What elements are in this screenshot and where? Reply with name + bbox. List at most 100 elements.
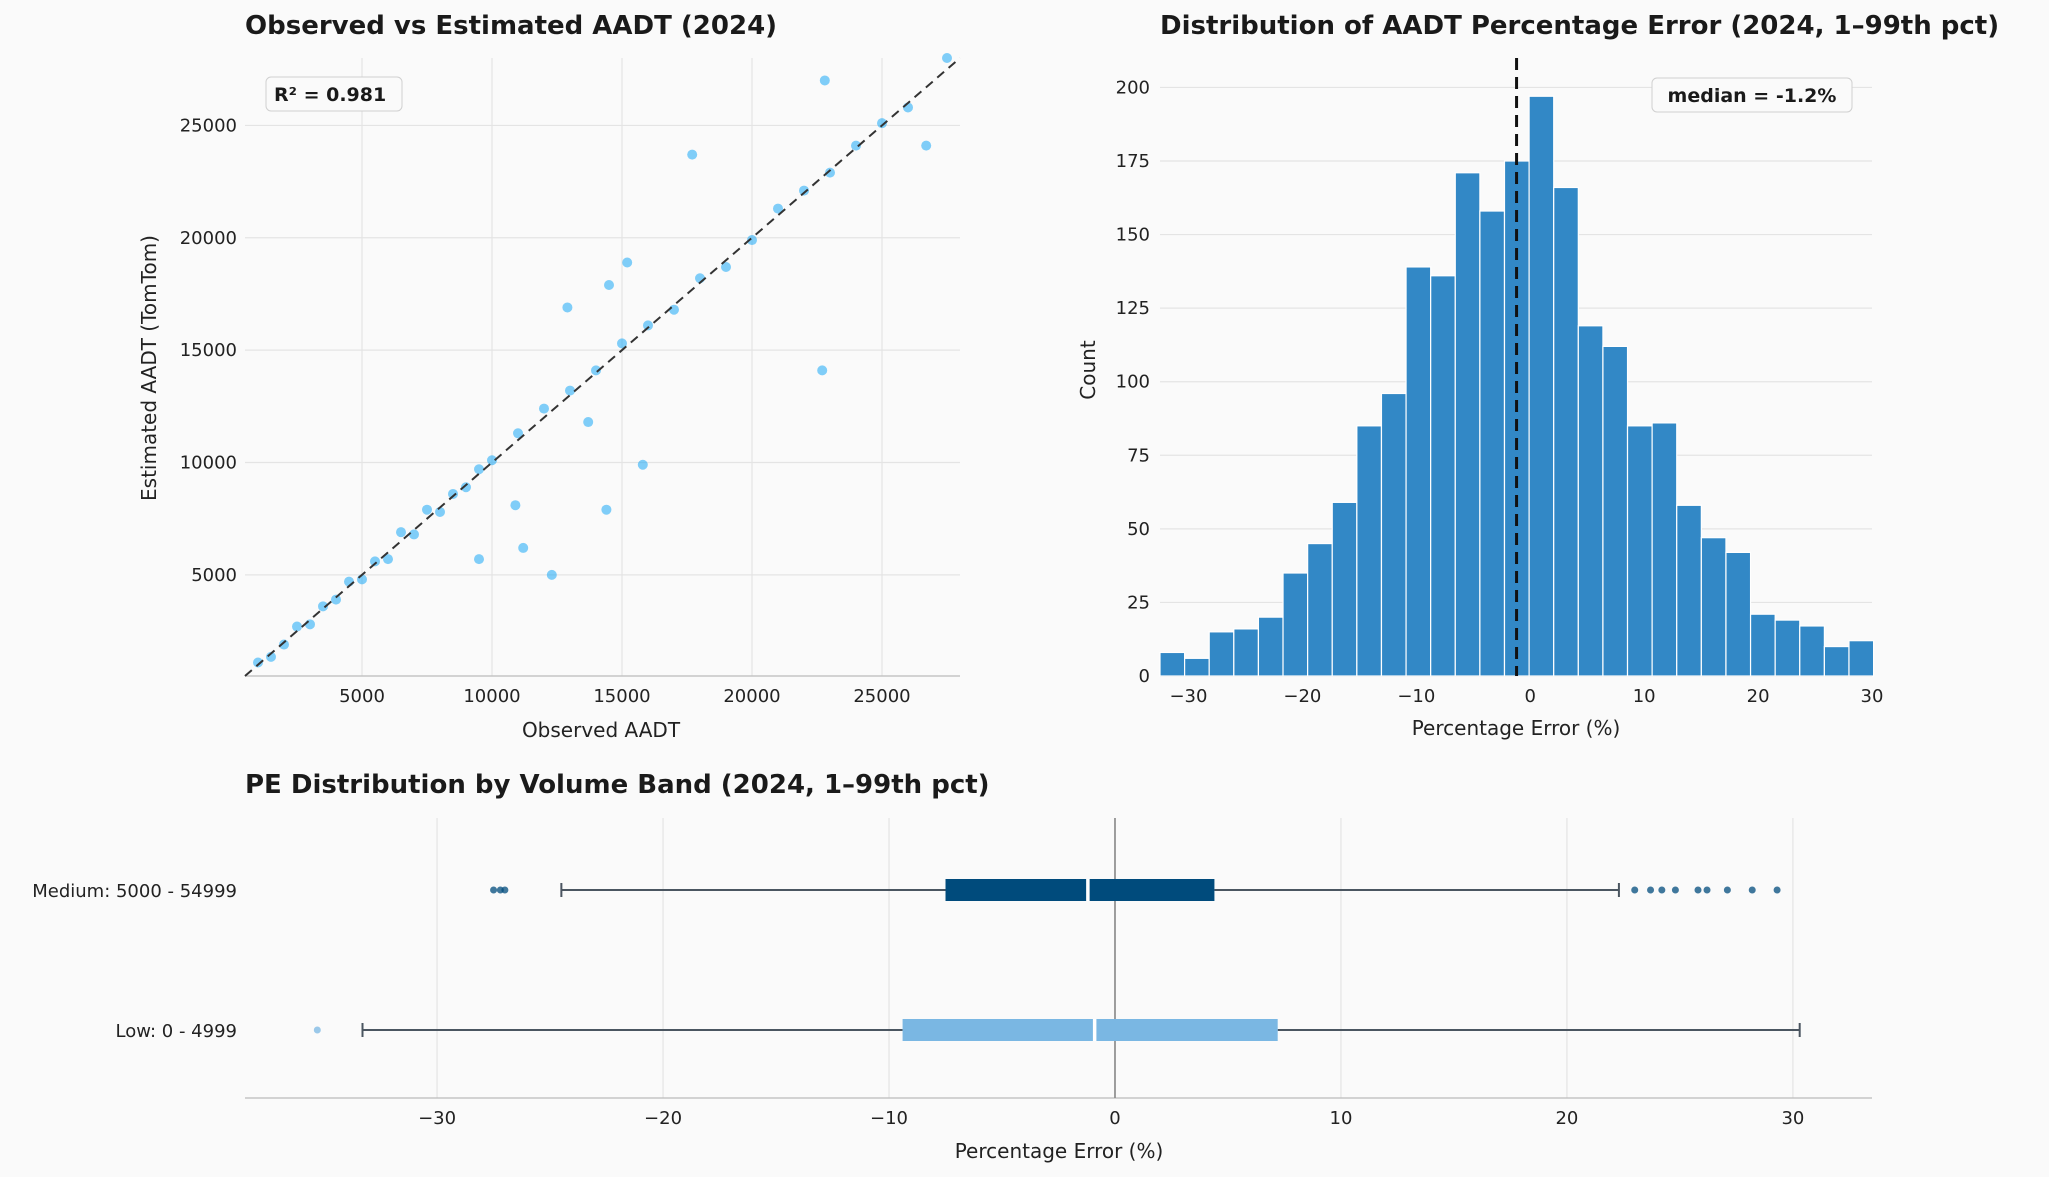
histogram-xtick-label: −20 <box>1283 686 1321 707</box>
box-iqr <box>902 1019 1278 1041</box>
scatter-point <box>565 385 575 396</box>
boxplot-xtick-label: −30 <box>418 1108 456 1129</box>
boxplot-category-label: Low: 0 - 4999 <box>116 1021 237 1042</box>
scatter-point <box>747 235 757 246</box>
histogram-ticks: −30 −20 −10 0 10 20 30 0 25 50 75 100 125 150 175 200 <box>1116 77 1884 707</box>
histogram-xtick-label: 30 <box>1861 686 1884 707</box>
scatter-point <box>583 417 594 428</box>
histogram-bar <box>1454 172 1481 677</box>
scatter-point <box>825 167 835 178</box>
boxplot-xtick-label: 0 <box>1109 1108 1120 1129</box>
scatter-point <box>773 203 783 214</box>
scatter-xlabel: Observed AADT <box>522 718 681 742</box>
histogram-bar <box>1184 657 1210 677</box>
scatter-point <box>292 621 302 632</box>
histogram-bar <box>1700 537 1727 677</box>
histogram-ytick-label: 0 <box>1139 666 1150 687</box>
boxplot-boxes <box>313 879 1801 1041</box>
scatter-point <box>604 279 614 290</box>
scatter-ytick-label: 15000 <box>180 340 237 361</box>
histogram-ytick-label: 100 <box>1116 372 1150 393</box>
histogram-xtick-label: 10 <box>1633 686 1656 707</box>
box-outlier <box>490 886 498 894</box>
histogram-xlabel: Percentage Error (%) <box>1412 716 1621 740</box>
histogram-bar <box>1257 616 1284 677</box>
scatter-point <box>851 140 861 151</box>
histogram-bar <box>1577 325 1604 677</box>
scatter-point <box>461 482 471 493</box>
boxplot-xtick-label: −10 <box>870 1108 908 1129</box>
boxplot-xtick-label: 20 <box>1555 1108 1578 1129</box>
scatter-point <box>409 529 419 540</box>
scatter-point <box>539 403 549 414</box>
scatter-xtick-label: 25000 <box>853 686 910 707</box>
scatter-point <box>546 569 557 580</box>
scatter-point <box>435 506 445 517</box>
boxplot-xlabel: Percentage Error (%) <box>955 1139 1164 1163</box>
histogram-bar <box>1626 425 1653 677</box>
box-outlier <box>1773 886 1781 894</box>
histogram-ytick-label: 125 <box>1116 298 1150 319</box>
scatter-point <box>279 639 289 650</box>
histogram-bar <box>1602 345 1629 677</box>
scatter-point <box>643 320 653 331</box>
histogram-bar <box>1430 275 1456 677</box>
histogram-bar <box>1380 392 1407 677</box>
histogram-bar <box>1799 625 1825 677</box>
identity-line <box>244 57 961 677</box>
histogram-xtick-label: 0 <box>1525 686 1536 707</box>
box-outlier <box>1748 886 1756 894</box>
histogram-bar <box>1233 628 1260 677</box>
histogram-bar <box>1208 631 1235 677</box>
r2-annotation: R² = 0.981 <box>274 84 386 106</box>
scatter-point <box>622 257 633 268</box>
boxplot-xtick-label: 30 <box>1781 1108 1804 1129</box>
scatter-point <box>370 556 380 567</box>
boxplot-grid <box>245 818 1872 1099</box>
histogram-bar <box>1749 613 1776 677</box>
histogram-bar <box>1553 186 1579 677</box>
scatter-point <box>305 619 315 630</box>
histogram-ylabel: Count <box>1076 340 1100 400</box>
histogram-bar <box>1331 501 1358 677</box>
boxplot-panel: PE Distribution by Volume Band (2024, 1–… <box>32 770 1872 1163</box>
scatter-ytick-label: 20000 <box>180 228 237 249</box>
box-outlier <box>313 1026 321 1034</box>
scatter-point <box>669 304 679 315</box>
histogram-ytick-label: 150 <box>1116 225 1150 246</box>
scatter-point <box>687 149 698 160</box>
histogram-bar <box>1356 425 1383 677</box>
boxplot-title: PE Distribution by Volume Band (2024, 1–… <box>245 770 990 800</box>
scatter-point <box>253 657 263 668</box>
scatter-point <box>942 53 952 63</box>
histogram-bar <box>1405 266 1432 677</box>
scatter-xtick-label: 5000 <box>339 686 385 707</box>
scatter-point <box>617 338 627 349</box>
scatter-point <box>518 542 529 553</box>
scatter-point <box>383 554 393 565</box>
scatter-point <box>877 118 887 129</box>
scatter-point <box>817 365 828 376</box>
scatter-point <box>448 488 458 499</box>
scatter-point <box>799 185 809 196</box>
histogram-bars <box>1159 95 1875 677</box>
scatter-point <box>591 365 601 376</box>
histogram-bar <box>1823 645 1850 677</box>
scatter-point <box>510 500 521 511</box>
box-outlier <box>1694 886 1702 894</box>
median-annotation: median = -1.2% <box>1668 85 1837 107</box>
box-outlier <box>1723 886 1731 894</box>
scatter-point <box>474 464 484 475</box>
scatter-point <box>921 140 932 151</box>
scatter-reference-line <box>244 57 961 677</box>
scatter-point <box>487 455 497 466</box>
histogram-ytick-label: 175 <box>1116 151 1150 172</box>
box-outlier <box>1658 886 1666 894</box>
histogram-bar <box>1528 95 1555 677</box>
scatter-point <box>637 459 648 470</box>
scatter-point <box>601 504 612 515</box>
scatter-xtick-label: 10000 <box>463 686 520 707</box>
boxplot-xtick-label: 10 <box>1330 1108 1353 1129</box>
scatter-point <box>513 428 523 439</box>
